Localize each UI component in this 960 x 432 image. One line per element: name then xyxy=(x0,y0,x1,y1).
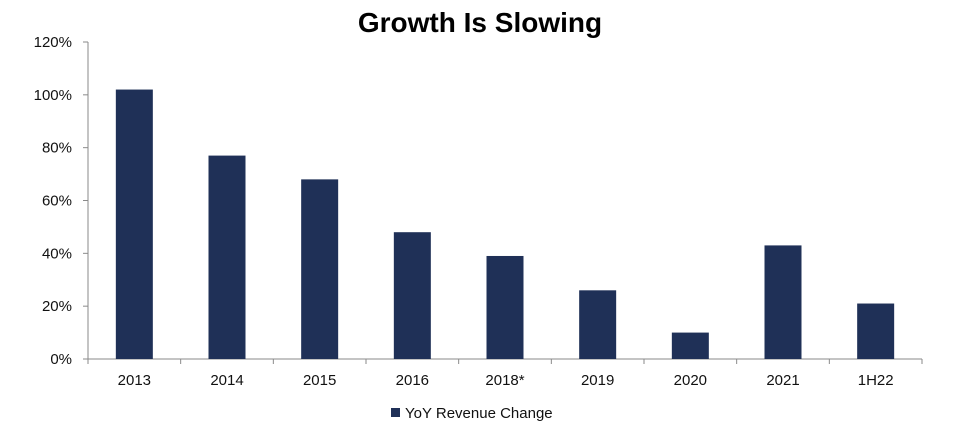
bar-2013 xyxy=(115,89,153,360)
x-tick-label: 1H22 xyxy=(858,372,894,389)
bar-2020 xyxy=(671,332,709,359)
legend-swatch xyxy=(391,408,400,417)
y-tick-label: 60% xyxy=(42,193,72,210)
legend: YoY Revenue Change xyxy=(391,405,553,422)
x-tick-label: 2018* xyxy=(485,372,524,389)
x-axis: 2013 2014 2015 2016 2018* 2019 2020 2021 1H22 xyxy=(87,358,923,389)
bar-2019 xyxy=(579,290,617,359)
chart-title: Growth Is Slowing xyxy=(358,7,602,38)
bar-2015 xyxy=(301,179,339,359)
bar-2016 xyxy=(393,232,431,359)
y-tick-label: 20% xyxy=(42,298,72,315)
x-tick-label: 2014 xyxy=(210,372,243,389)
x-tick-label: 2013 xyxy=(118,372,151,389)
bar-2021 xyxy=(764,245,802,359)
y-tick-label: 40% xyxy=(42,245,72,262)
y-tick-label: 80% xyxy=(42,140,72,157)
y-axis: 0% 20% 40% 60% 80% 100% 120% xyxy=(34,34,89,368)
y-tick-label: 120% xyxy=(34,34,72,51)
x-tick-label: 2020 xyxy=(674,372,707,389)
x-tick-label: 2021 xyxy=(766,372,799,389)
bar-2018 xyxy=(486,255,524,359)
y-tick-label: 0% xyxy=(50,351,72,368)
bar-1h22 xyxy=(857,303,895,359)
legend-label: YoY Revenue Change xyxy=(405,405,553,422)
y-tick-label: 100% xyxy=(34,87,72,104)
x-tick-label: 2016 xyxy=(396,372,429,389)
x-tick-label: 2019 xyxy=(581,372,614,389)
x-tick-label: 2015 xyxy=(303,372,336,389)
bar-2014 xyxy=(208,155,246,359)
bars xyxy=(115,89,895,360)
